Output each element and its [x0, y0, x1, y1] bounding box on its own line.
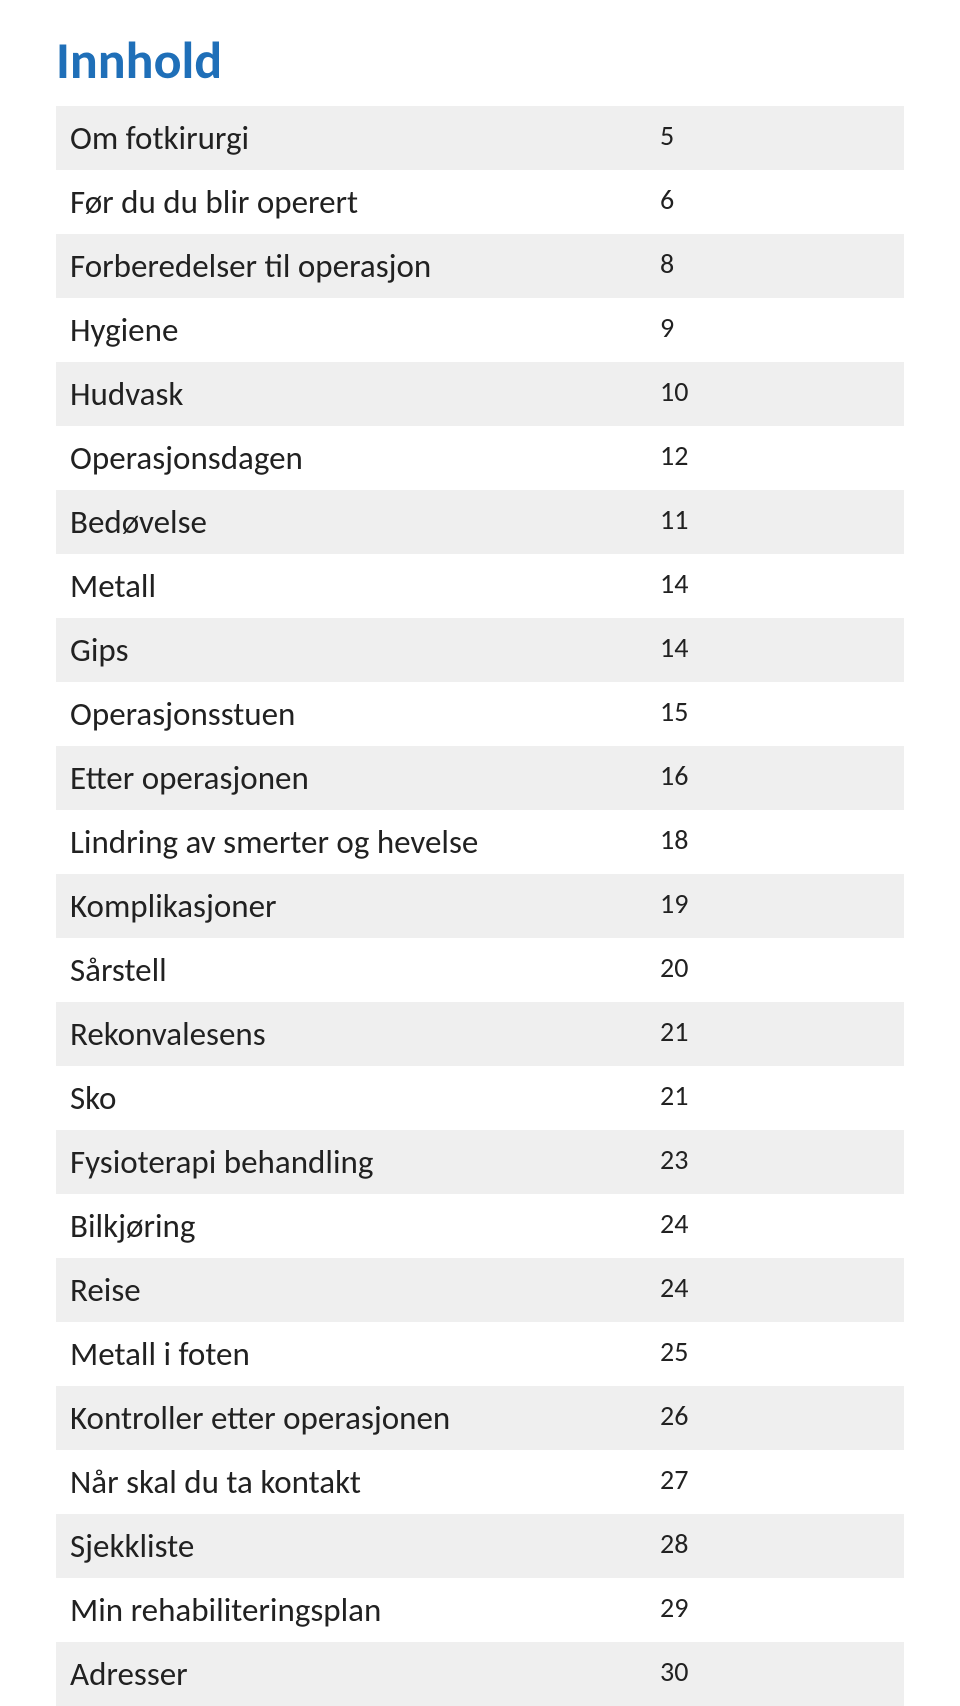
toc-row-page: 14 — [660, 566, 890, 606]
toc-row-label: Min rehabiliteringsplan — [70, 1590, 660, 1630]
table-of-contents: Om fotkirurgi5 Før du du blir operert6 F… — [56, 106, 904, 1706]
toc-row-label: Rekonvalesens — [70, 1014, 660, 1054]
toc-row-page: 6 — [660, 182, 890, 222]
toc-row-page: 18 — [660, 822, 890, 862]
toc-row-page: 10 — [660, 374, 890, 414]
toc-row-label: Sjekkliste — [70, 1526, 660, 1566]
toc-row: Sko21 — [56, 1066, 904, 1130]
toc-row: Gips14 — [56, 618, 904, 682]
toc-row-page: 11 — [660, 502, 890, 542]
toc-row: Metall i foten25 — [56, 1322, 904, 1386]
toc-row-label: Kontroller etter operasjonen — [70, 1398, 660, 1438]
toc-row-page: 20 — [660, 950, 890, 990]
toc-row: Kontroller etter operasjonen26 — [56, 1386, 904, 1450]
toc-row: Lindring av smerter og hevelse18 — [56, 810, 904, 874]
toc-row: Bedøvelse11 — [56, 490, 904, 554]
toc-row: Sjekkliste28 — [56, 1514, 904, 1578]
toc-row: Hygiene9 — [56, 298, 904, 362]
toc-row-page: 21 — [660, 1014, 890, 1054]
toc-row-label: Bilkjøring — [70, 1206, 660, 1246]
toc-row-page: 24 — [660, 1206, 890, 1246]
toc-row-label: Sko — [70, 1078, 660, 1118]
toc-row: Fysioterapi behandling23 — [56, 1130, 904, 1194]
toc-row-label: Om fotkirurgi — [70, 118, 660, 158]
toc-row: Sårstell20 — [56, 938, 904, 1002]
toc-row: Bilkjøring24 — [56, 1194, 904, 1258]
toc-row: Før du du blir operert6 — [56, 170, 904, 234]
toc-row-label: Etter operasjonen — [70, 758, 660, 798]
toc-row: Om fotkirurgi5 — [56, 106, 904, 170]
toc-row-label: Fysioterapi behandling — [70, 1142, 660, 1182]
toc-row-page: 29 — [660, 1590, 890, 1630]
toc-row: Når skal du ta kontakt27 — [56, 1450, 904, 1514]
toc-row-label: Reise — [70, 1270, 660, 1310]
toc-row-page: 21 — [660, 1078, 890, 1118]
toc-row-label: Metall — [70, 566, 660, 606]
toc-row-label: Hudvask — [70, 374, 660, 414]
toc-row-label: Lindring av smerter og hevelse — [70, 822, 660, 862]
toc-row-page: 9 — [660, 310, 890, 350]
toc-row: Metall14 — [56, 554, 904, 618]
toc-row-page: 16 — [660, 758, 890, 798]
toc-row-page: 19 — [660, 886, 890, 926]
toc-row-page: 25 — [660, 1334, 890, 1374]
toc-row: Rekonvalesens21 — [56, 1002, 904, 1066]
toc-row-label: Gips — [70, 630, 660, 670]
toc-row: Reise24 — [56, 1258, 904, 1322]
toc-row: Komplikasjoner19 — [56, 874, 904, 938]
toc-row-label: Forberedelser til operasjon — [70, 246, 660, 286]
toc-row: Forberedelser til operasjon8 — [56, 234, 904, 298]
toc-row: Adresser30 — [56, 1642, 904, 1706]
toc-row: Hudvask10 — [56, 362, 904, 426]
page-title: Innhold — [56, 28, 904, 92]
toc-row: Etter operasjonen16 — [56, 746, 904, 810]
toc-row-label: Før du du blir operert — [70, 182, 660, 222]
toc-row-label: Metall i foten — [70, 1334, 660, 1374]
toc-row-label: Når skal du ta kontakt — [70, 1462, 660, 1502]
toc-row: Operasjonsdagen12 — [56, 426, 904, 490]
toc-row-label: Komplikasjoner — [70, 886, 660, 926]
toc-row-page: 15 — [660, 694, 890, 734]
toc-row-label: Bedøvelse — [70, 502, 660, 542]
toc-row-page: 24 — [660, 1270, 890, 1310]
toc-row: Operasjonsstuen15 — [56, 682, 904, 746]
toc-row-page: 12 — [660, 438, 890, 478]
toc-row-page: 8 — [660, 246, 890, 286]
toc-row-page: 14 — [660, 630, 890, 670]
toc-row-label: Operasjonsstuen — [70, 694, 660, 734]
toc-row-page: 26 — [660, 1398, 890, 1438]
toc-row-page: 23 — [660, 1142, 890, 1182]
toc-row-page: 27 — [660, 1462, 890, 1502]
toc-row-label: Operasjonsdagen — [70, 438, 660, 478]
toc-row-page: 30 — [660, 1654, 890, 1694]
toc-row-page: 5 — [660, 118, 890, 158]
toc-row-label: Sårstell — [70, 950, 660, 990]
toc-row-page: 28 — [660, 1526, 890, 1566]
toc-row-label: Adresser — [70, 1654, 660, 1694]
toc-row: Min rehabiliteringsplan29 — [56, 1578, 904, 1642]
toc-row-label: Hygiene — [70, 310, 660, 350]
